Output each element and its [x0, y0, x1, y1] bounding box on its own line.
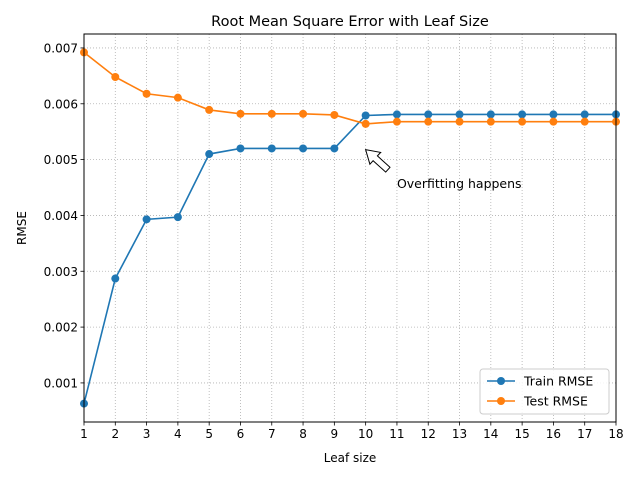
train-rmse-point	[580, 110, 589, 119]
x-tick-label: 12	[421, 427, 436, 441]
y-tick-label: 0.005	[44, 153, 78, 167]
test-rmse-point	[299, 109, 308, 118]
x-tick-label: 13	[452, 427, 467, 441]
test-rmse-point	[236, 109, 245, 118]
x-tick-label: 18	[608, 427, 623, 441]
test-rmse-point	[580, 117, 589, 126]
test-rmse-point	[549, 117, 558, 126]
test-rmse-point	[142, 89, 151, 98]
grid	[83, 34, 617, 422]
annotation: Overfitting happens	[364, 148, 522, 191]
x-tick-label: 15	[514, 427, 529, 441]
chart-title: Root Mean Square Error with Leaf Size	[211, 14, 489, 30]
test-rmse-point	[173, 93, 182, 102]
train-rmse-point	[549, 110, 558, 119]
train-rmse-point	[486, 110, 495, 119]
plot-frame	[83, 33, 617, 423]
test-rmse-point	[205, 105, 214, 114]
y-tick-label: 0.007	[44, 41, 78, 55]
x-tick-label: 11	[389, 427, 404, 441]
annotation-text: Overfitting happens	[397, 176, 522, 191]
test-rmse-line	[83, 51, 616, 125]
train-rmse-point	[111, 274, 120, 283]
train-rmse-point	[142, 215, 151, 224]
test-rmse-point	[361, 119, 370, 128]
train-rmse-point	[424, 110, 433, 119]
train-rmse-point	[518, 110, 527, 119]
train-rmse-point	[392, 110, 401, 119]
legend-label-test: Test RMSE	[523, 394, 588, 409]
x-tick-label: 1	[80, 427, 88, 441]
legend: Train RMSE Test RMSE	[479, 368, 610, 415]
train-rmse-point	[330, 144, 339, 153]
x-tick-label: 9	[331, 427, 339, 441]
x-tick-label: 10	[358, 427, 373, 441]
test-rmse-point	[267, 109, 276, 118]
series-layer	[80, 48, 620, 408]
test-rmse-point	[455, 117, 464, 126]
x-tick-label: 6	[237, 427, 245, 441]
y-tick-label: 0.006	[44, 97, 78, 111]
axis-ticks: 1 2 3 4 5 6 7 8 9 10 11 12 13 14 15 16 17 180.0010.0020.0…	[44, 41, 624, 441]
y-axis-label: RMSE	[15, 211, 29, 245]
x-tick-label: 17	[577, 427, 592, 441]
test-rmse-point	[111, 72, 120, 81]
x-tick-label: 5	[205, 427, 213, 441]
x-tick-label: 8	[299, 427, 307, 441]
legend-label-train: Train RMSE	[523, 374, 593, 389]
test-rmse-point	[486, 117, 495, 126]
y-tick-label: 0.002	[44, 321, 78, 335]
train-rmse-point	[267, 144, 276, 153]
x-tick-label: 2	[111, 427, 119, 441]
test-rmse-point	[424, 117, 433, 126]
y-tick-label: 0.001	[44, 376, 78, 390]
train-rmse-point	[361, 111, 370, 120]
train-rmse-point	[299, 144, 308, 153]
test-rmse-point	[518, 117, 527, 126]
test-rmse-point	[392, 117, 401, 126]
x-tick-label: 4	[174, 427, 182, 441]
annotation-arrow	[364, 148, 391, 173]
test-rmse-point	[330, 110, 339, 119]
x-tick-label: 14	[483, 427, 498, 441]
train-rmse-point	[455, 110, 464, 119]
legend-marker-test	[497, 397, 505, 405]
train-rmse-line	[83, 113, 616, 404]
x-axis-label: Leaf size	[324, 451, 377, 465]
legend-marker-train	[497, 377, 505, 385]
x-tick-label: 16	[546, 427, 561, 441]
y-tick-label: 0.004	[44, 209, 78, 223]
train-rmse-point	[173, 213, 182, 222]
y-tick-label: 0.003	[44, 265, 78, 279]
x-tick-label: 3	[143, 427, 151, 441]
train-rmse-point	[236, 144, 245, 153]
train-rmse-point	[205, 150, 214, 159]
x-tick-label: 7	[268, 427, 276, 441]
